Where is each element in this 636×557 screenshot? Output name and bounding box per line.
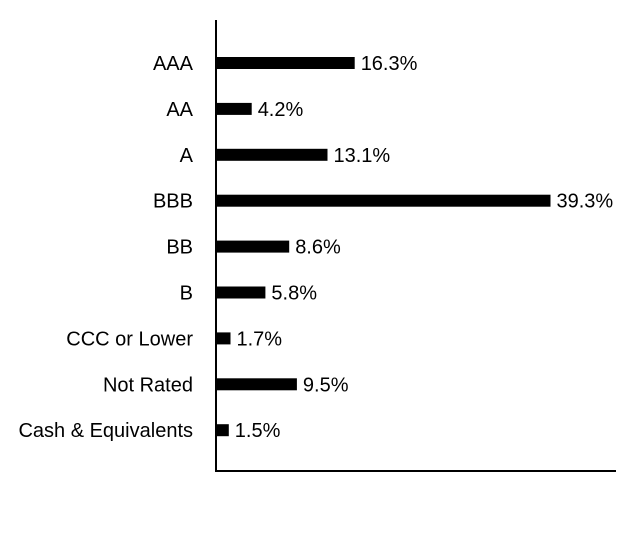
value-label-5: 5.8% xyxy=(271,283,317,305)
value-label-8: 1.5% xyxy=(235,420,281,442)
bar-6 xyxy=(216,332,231,345)
bar-5 xyxy=(216,286,266,299)
category-label-0: AAA xyxy=(153,53,194,75)
bar-1 xyxy=(216,102,252,115)
bar-0 xyxy=(216,57,355,69)
category-label-2: A xyxy=(180,145,194,167)
value-label-1: 4.2% xyxy=(258,99,304,121)
value-label-7: 9.5% xyxy=(303,374,349,396)
bar-2 xyxy=(216,148,328,161)
bars-layer xyxy=(216,57,551,437)
category-label-8: Cash & Equivalents xyxy=(18,420,193,442)
bar-8 xyxy=(216,424,229,437)
bar-7 xyxy=(216,378,297,391)
category-label-1: AA xyxy=(166,99,193,121)
category-label-7: Not Rated xyxy=(103,374,193,396)
bar-4 xyxy=(216,240,290,253)
value-label-6: 1.7% xyxy=(237,328,283,350)
value-labels: 16.3% 4.2% 13.1% 39.3% 8.6% 5.8% 1.7% 9.5% 1.5% xyxy=(235,53,614,442)
category-label-4: BB xyxy=(166,237,193,259)
value-label-2: 13.1% xyxy=(334,145,391,167)
value-label-4: 8.6% xyxy=(295,237,341,259)
value-label-0: 16.3% xyxy=(361,53,418,75)
value-label-3: 39.3% xyxy=(557,191,614,213)
category-label-5: B xyxy=(180,283,193,305)
bar-3 xyxy=(216,194,551,207)
category-label-3: BBB xyxy=(153,191,193,213)
category-label-6: CCC or Lower xyxy=(66,328,193,350)
